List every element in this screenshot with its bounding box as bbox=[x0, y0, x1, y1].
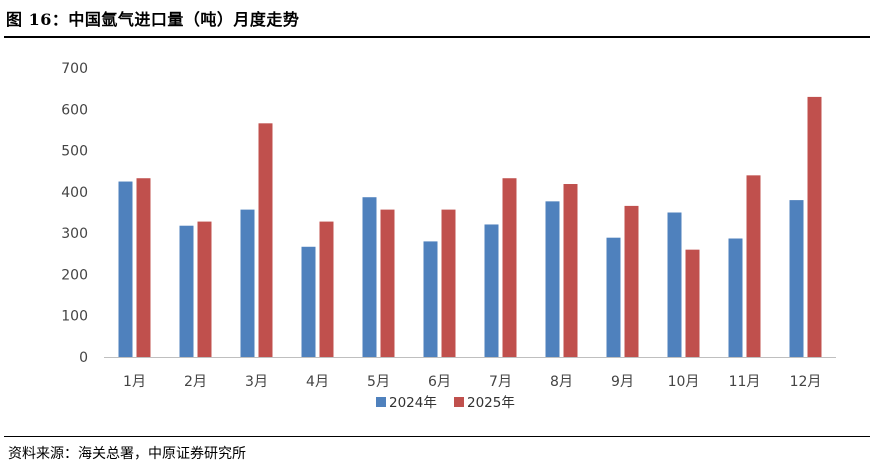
bar-2024年-10月 bbox=[667, 212, 682, 357]
bar-2025年-12月 bbox=[807, 96, 822, 358]
y-axis-ticks: 0 100 200 300 400 500 600 700 bbox=[61, 61, 88, 366]
bar-2024年-7月 bbox=[484, 224, 499, 357]
bar-2025年-11月 bbox=[746, 175, 761, 357]
bar-2025年-8月 bbox=[563, 184, 578, 357]
legend-label: 2025年 bbox=[467, 395, 515, 411]
bar-2024年-8月 bbox=[545, 201, 560, 357]
chart-legend: 2024年 2025年 bbox=[376, 395, 515, 411]
bar-2024年-12月 bbox=[789, 200, 804, 357]
x-tick-label: 8月 bbox=[550, 374, 573, 390]
source-rule bbox=[4, 436, 870, 437]
x-tick-label: 5月 bbox=[367, 374, 390, 390]
bar-2024年-11月 bbox=[728, 238, 743, 357]
bar-2025年-10月 bbox=[685, 249, 700, 357]
x-tick-label: 3月 bbox=[245, 374, 268, 390]
x-tick-label: 2月 bbox=[184, 374, 207, 390]
x-tick-label: 6月 bbox=[428, 374, 451, 390]
x-tick-label: 11月 bbox=[729, 374, 761, 390]
bar-series bbox=[118, 96, 822, 358]
bar-2025年-4月 bbox=[319, 221, 334, 357]
bar-2024年-5月 bbox=[362, 197, 377, 357]
x-tick-label: 7月 bbox=[489, 374, 512, 390]
y-tick-label: 500 bbox=[61, 144, 88, 160]
bar-2025年-6月 bbox=[441, 209, 456, 357]
legend-label: 2024年 bbox=[389, 395, 437, 411]
legend-swatch bbox=[376, 397, 386, 407]
bar-2024年-4月 bbox=[301, 246, 316, 357]
x-axis-ticks: 1月 2月 3月 4月 5月 6月 7月 8月 9月 10月 11月 12月 bbox=[123, 374, 821, 390]
y-tick-label: 0 bbox=[79, 350, 88, 366]
bar-2025年-9月 bbox=[624, 205, 639, 357]
y-tick-label: 100 bbox=[61, 309, 88, 325]
bar-2024年-1月 bbox=[118, 181, 133, 357]
bar-2025年-1月 bbox=[136, 178, 151, 357]
title-rule bbox=[4, 36, 870, 38]
bar-2025年-7月 bbox=[502, 178, 517, 357]
bar-2024年-6月 bbox=[423, 241, 438, 357]
y-tick-label: 400 bbox=[61, 185, 88, 201]
x-tick-label: 4月 bbox=[306, 374, 329, 390]
bar-2025年-2月 bbox=[197, 221, 212, 357]
x-tick-label: 12月 bbox=[790, 374, 822, 390]
x-tick-label: 1月 bbox=[123, 374, 146, 390]
x-tick-label: 10月 bbox=[668, 374, 700, 390]
bar-2024年-3月 bbox=[240, 209, 255, 357]
bar-2025年-3月 bbox=[258, 123, 273, 357]
y-tick-label: 200 bbox=[61, 267, 88, 283]
bar-2024年-9月 bbox=[606, 237, 621, 357]
y-tick-label: 700 bbox=[61, 61, 88, 77]
x-tick-label: 9月 bbox=[611, 374, 634, 390]
figure-title: 图 16：中国氩气进口量（吨）月度走势 bbox=[6, 10, 300, 29]
bar-2025年-5月 bbox=[380, 209, 395, 357]
source-note: 资料来源：海关总署，中原证券研究所 bbox=[8, 446, 246, 462]
legend-swatch bbox=[454, 397, 464, 407]
y-tick-label: 600 bbox=[61, 102, 88, 118]
bar-2024年-2月 bbox=[179, 225, 194, 357]
y-tick-label: 300 bbox=[61, 226, 88, 242]
